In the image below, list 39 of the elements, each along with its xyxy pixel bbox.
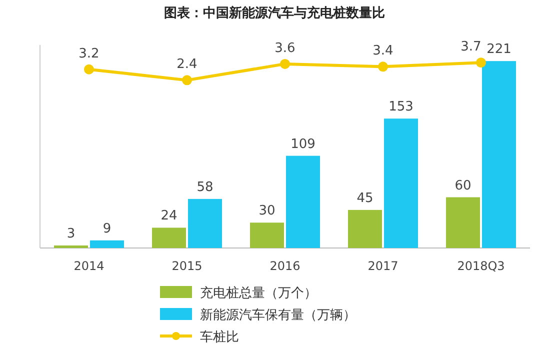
data-label: 2.4	[176, 57, 198, 72]
x-tick-label: 2018Q3	[457, 259, 505, 273]
data-label: 9	[102, 221, 112, 236]
data-label: 153	[388, 100, 414, 115]
point	[84, 64, 94, 74]
bar	[152, 228, 186, 248]
data-label: 30	[258, 204, 276, 219]
bar	[250, 222, 284, 248]
chart-title: 图表：中国新能源汽车与充电桩数量比	[164, 5, 385, 21]
data-label: 3	[66, 226, 76, 242]
data-label: 109	[290, 136, 316, 152]
point	[182, 75, 192, 86]
data-label: 3.6	[274, 40, 296, 56]
bar	[90, 240, 124, 248]
bar	[54, 245, 88, 248]
data-label: 3.7	[460, 40, 482, 55]
legend-label: 车桩比	[200, 330, 239, 345]
data-label: 60	[454, 178, 472, 194]
bar	[348, 210, 382, 248]
data-label: 3.4	[372, 44, 394, 59]
x-tick-label: 2016	[270, 259, 300, 273]
data-label: 45	[356, 190, 374, 206]
legend-label: 新能源汽车保有量（万辆）	[200, 308, 356, 323]
point	[476, 58, 486, 68]
bar	[446, 197, 480, 248]
x-tick-label: 2014	[74, 259, 104, 273]
data-label: 24	[160, 208, 178, 224]
bar	[384, 118, 418, 248]
bar	[286, 156, 320, 248]
bar	[482, 61, 516, 248]
data-label: 221	[486, 42, 512, 58]
bar	[188, 198, 222, 248]
x-tick-label: 2015	[172, 259, 202, 273]
x-tick-label: 2017	[368, 259, 398, 273]
legend-label: 充电桩总量（万个）	[200, 286, 317, 301]
point	[280, 58, 290, 69]
data-label: 58	[196, 180, 214, 195]
point	[378, 62, 388, 72]
data-label: 3.2	[78, 46, 100, 62]
